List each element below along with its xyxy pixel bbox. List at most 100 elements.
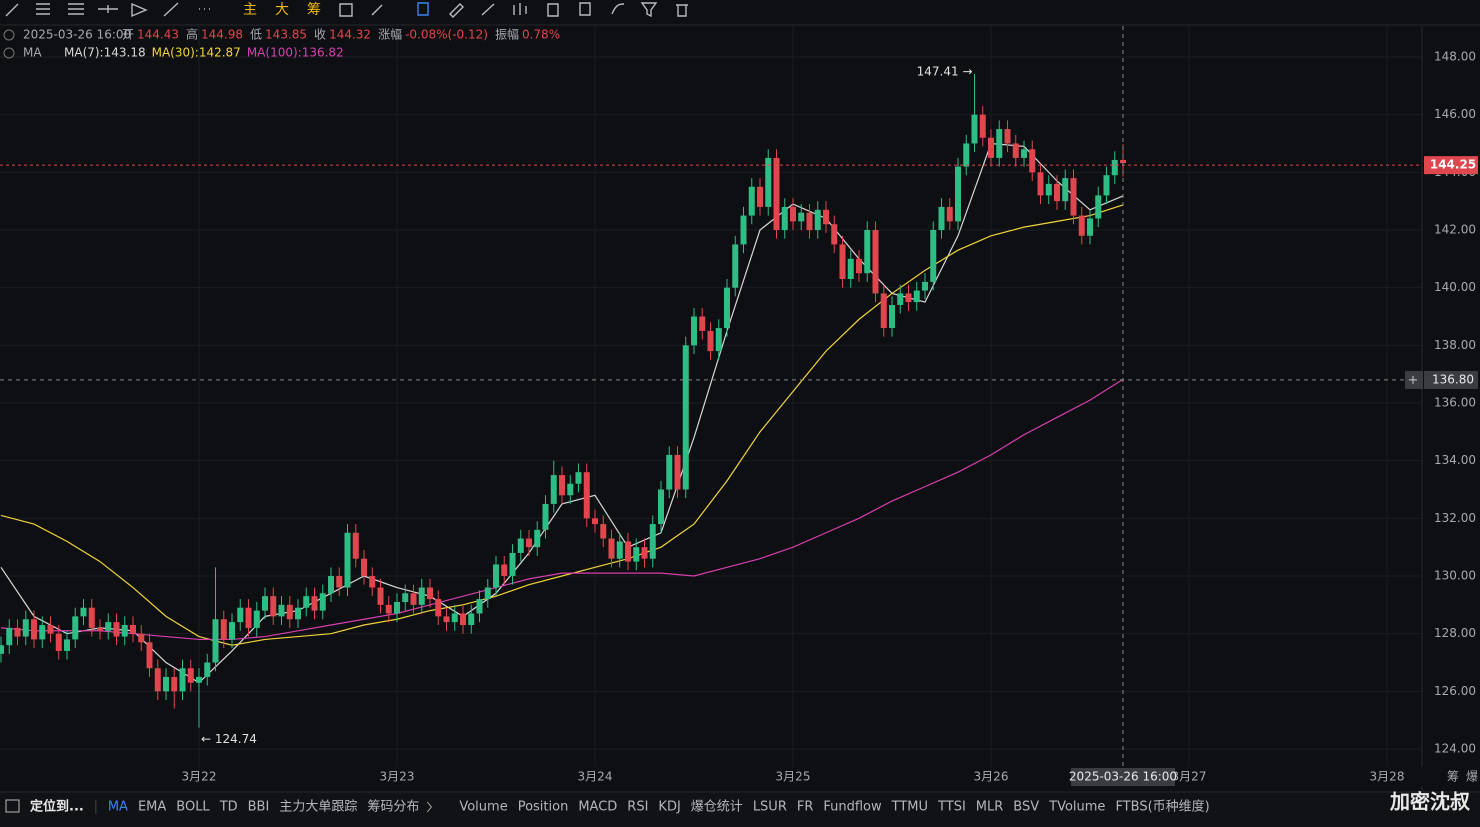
candle-body xyxy=(1021,149,1027,158)
candle-body xyxy=(1045,183,1052,196)
tab[interactable]: MACD xyxy=(578,800,617,815)
candle-body xyxy=(344,532,351,588)
tab[interactable]: RSI xyxy=(627,800,648,815)
tab[interactable]: FR xyxy=(797,800,814,815)
candle-body xyxy=(996,129,1003,158)
candle-body xyxy=(575,472,582,484)
y-tick-label: 138.00 xyxy=(1434,338,1476,352)
y-tick-label: 142.00 xyxy=(1434,223,1476,237)
candle-body xyxy=(724,287,730,329)
candle-body xyxy=(666,454,673,490)
candle-body xyxy=(245,607,252,628)
tab[interactable]: TTSI xyxy=(937,800,966,815)
candle-body xyxy=(757,186,763,207)
tab[interactable]: TVolume xyxy=(1048,800,1105,815)
tab[interactable]: KDJ xyxy=(658,800,680,815)
tab[interactable]: 爆仓统计 xyxy=(691,800,743,815)
candle-body xyxy=(897,293,904,305)
tab[interactable]: 主力大单跟踪 xyxy=(279,800,357,815)
y-tick-label: 124.00 xyxy=(1434,741,1476,755)
candle-body xyxy=(517,538,524,553)
candle-body xyxy=(361,558,367,576)
candle-body xyxy=(946,206,953,222)
tab[interactable]: BBI xyxy=(248,800,270,815)
x-tick-label: 3月28 xyxy=(1370,770,1405,784)
candle-body xyxy=(187,668,194,683)
toolbar-button[interactable]: 大 xyxy=(275,2,289,18)
info-value: -0.08%(-0.12) xyxy=(405,28,488,42)
candle-body xyxy=(402,593,409,602)
candle-body xyxy=(583,472,590,519)
y-tick-label: 128.00 xyxy=(1434,626,1476,640)
tab[interactable]: BSV xyxy=(1013,800,1039,815)
candle-body xyxy=(319,593,326,611)
candle-body xyxy=(658,489,664,525)
y-tick-label: 140.00 xyxy=(1434,280,1476,294)
toolbar-button[interactable]: 筹 xyxy=(307,1,321,18)
tabs: 定位到... MA EMA BOLL TD BBI 主力大单跟踪 筹码分布 Volume Posi… xyxy=(5,799,1210,815)
info-value: 143.85 xyxy=(265,28,307,42)
candle-body xyxy=(913,290,920,303)
candle-body xyxy=(880,293,887,329)
legend-icon[interactable] xyxy=(3,47,15,59)
y-tick-label: 136.00 xyxy=(1434,396,1476,410)
tab[interactable]: MLR xyxy=(976,800,1004,815)
info-label: 高 xyxy=(186,27,198,42)
toolbar-button[interactable]: 主 xyxy=(243,2,257,18)
plot: 124.00 126.00 128.00 130.00 132.00 134.00 136.… xyxy=(0,26,1478,792)
toolbar-icons[interactable] xyxy=(5,2,688,18)
annotation: ← 124.74 xyxy=(201,732,257,746)
last-price-box xyxy=(1424,156,1478,175)
candle-body xyxy=(1070,178,1077,216)
info-time: 2025-03-26 16:00 xyxy=(23,28,131,42)
chevron xyxy=(426,801,432,813)
tab[interactable]: Position xyxy=(518,800,569,815)
candle-body xyxy=(1078,215,1085,236)
info-icon[interactable] xyxy=(3,29,15,41)
candle-body xyxy=(80,607,87,617)
tab[interactable]: BOLL xyxy=(176,800,210,815)
tab[interactable]: EMA xyxy=(138,800,166,815)
candle-body xyxy=(55,633,62,651)
tab[interactable]: 定位到... xyxy=(29,799,84,815)
candle-body xyxy=(328,575,334,594)
candle-body xyxy=(204,662,211,677)
candle-body xyxy=(270,596,277,617)
candle-body xyxy=(526,538,532,548)
candle-body xyxy=(748,186,755,216)
candle-body xyxy=(410,593,417,605)
x-tick-label: 3月24 xyxy=(578,770,613,784)
tab[interactable]: FTBS(币种维度) xyxy=(1115,799,1209,815)
tab-icon[interactable] xyxy=(5,799,20,813)
tab[interactable]: Fundflow xyxy=(823,800,882,815)
tab[interactable]: TD xyxy=(219,800,238,815)
candle-body xyxy=(443,616,450,623)
candle-body xyxy=(905,293,912,303)
candle-body xyxy=(64,639,70,651)
tab[interactable]: TTMU xyxy=(891,800,928,815)
y-tick-label: 132.00 xyxy=(1434,511,1476,525)
candle-body xyxy=(790,206,796,222)
candle-body xyxy=(608,538,615,559)
candle-body xyxy=(286,604,293,620)
candle-body xyxy=(352,532,359,559)
candle-body xyxy=(154,668,161,692)
candle-body xyxy=(88,607,95,628)
candle-body xyxy=(625,541,631,562)
x-tick-label: 3月25 xyxy=(776,770,811,784)
candle-body xyxy=(872,230,879,294)
candle-body xyxy=(955,166,961,222)
legend: MA(7):143.18 MA(30):142.87 MA(100):136.82 xyxy=(64,46,344,60)
tab[interactable]: LSUR xyxy=(753,800,787,815)
candle-body xyxy=(641,547,648,559)
candle-body xyxy=(22,619,29,637)
candle-body xyxy=(765,157,772,207)
candle-body xyxy=(377,587,384,605)
tab[interactable]: MA xyxy=(108,800,128,815)
candle-body xyxy=(773,157,780,231)
tab[interactable]: 筹码分布 xyxy=(367,799,419,815)
legend-entry: MA(100):136.82 xyxy=(247,46,344,60)
tab[interactable]: Volume xyxy=(459,800,507,815)
